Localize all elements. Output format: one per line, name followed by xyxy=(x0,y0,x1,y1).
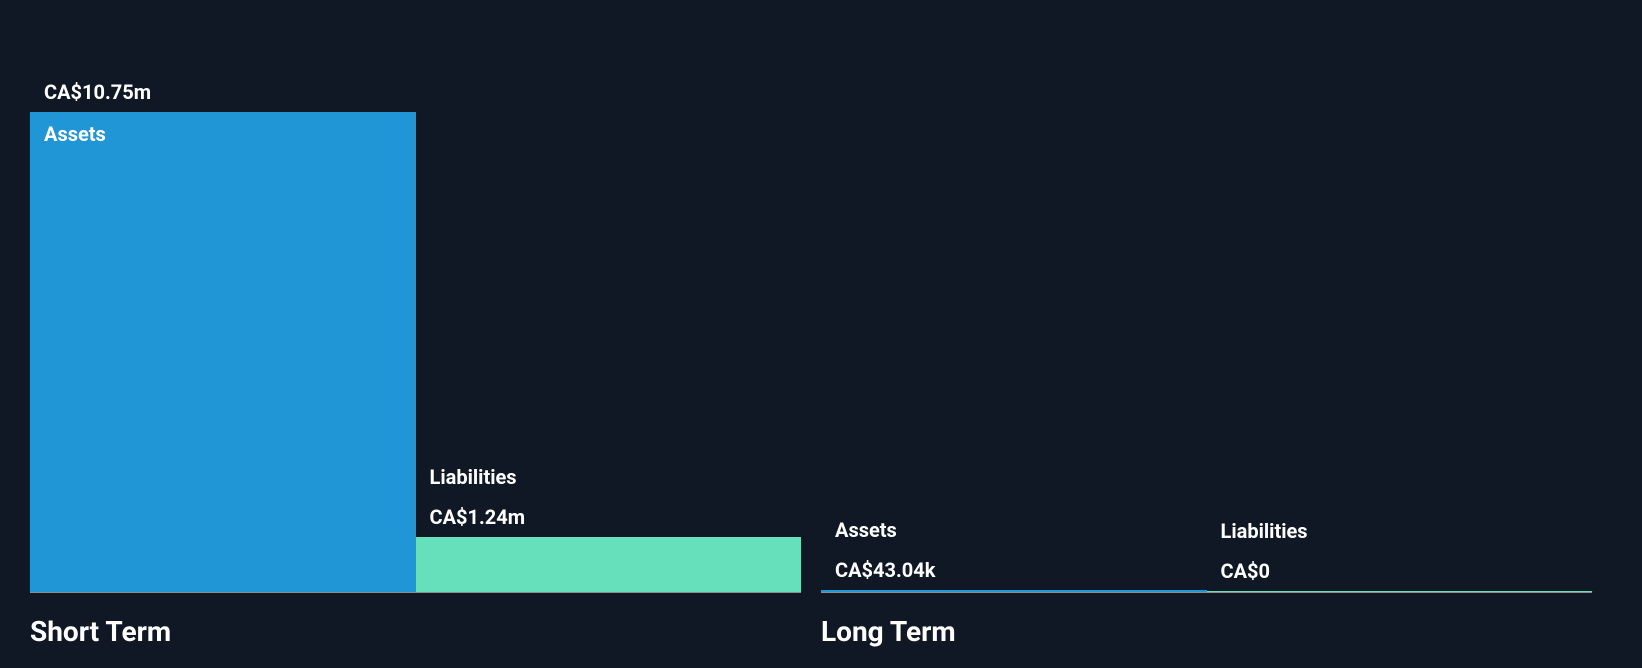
bar-label: Liabilities xyxy=(430,465,526,489)
panel-title: Short Term xyxy=(30,601,801,668)
bar-wrap-assets: Assets CA$43.04k xyxy=(821,0,1207,592)
chart-area: CA$10.75m Assets Liabilities CA$1.24m xyxy=(30,0,801,593)
bar-value: CA$1.24m xyxy=(430,505,526,529)
bar-labels-wrap: Liabilities CA$0 xyxy=(1221,519,1308,583)
bar-liabilities xyxy=(1207,591,1593,592)
bar-value-wrap: CA$10.75m xyxy=(44,80,151,104)
bar-labels-wrap: Assets CA$43.04k xyxy=(835,518,935,582)
bar-label: Liabilities xyxy=(1221,519,1308,543)
bar-value: CA$0 xyxy=(1221,559,1308,583)
bar-labels-wrap: Liabilities CA$1.24m xyxy=(430,465,526,529)
bar-value: CA$43.04k xyxy=(835,558,935,582)
chart-area: Assets CA$43.04k Liabilities CA$0 xyxy=(821,0,1592,593)
bar-label: Assets xyxy=(44,122,106,146)
bar-liabilities xyxy=(416,537,802,592)
bar-wrap-liabilities: Liabilities CA$0 xyxy=(1207,0,1593,592)
bar-wrap-assets: CA$10.75m Assets xyxy=(30,0,416,592)
bar-wrap-liabilities: Liabilities CA$1.24m xyxy=(416,0,802,592)
panel-title: Long Term xyxy=(821,601,1592,668)
bar-label: Assets xyxy=(835,518,935,542)
panel-long-term: Assets CA$43.04k Liabilities CA$0 Long Term xyxy=(821,0,1612,668)
panel-short-term: CA$10.75m Assets Liabilities CA$1.24m Short … xyxy=(30,0,821,668)
balance-chart: CA$10.75m Assets Liabilities CA$1.24m Short … xyxy=(0,0,1642,668)
bar-value: CA$10.75m xyxy=(44,80,151,104)
bar-assets xyxy=(821,590,1207,592)
bar-assets: Assets xyxy=(30,112,416,592)
